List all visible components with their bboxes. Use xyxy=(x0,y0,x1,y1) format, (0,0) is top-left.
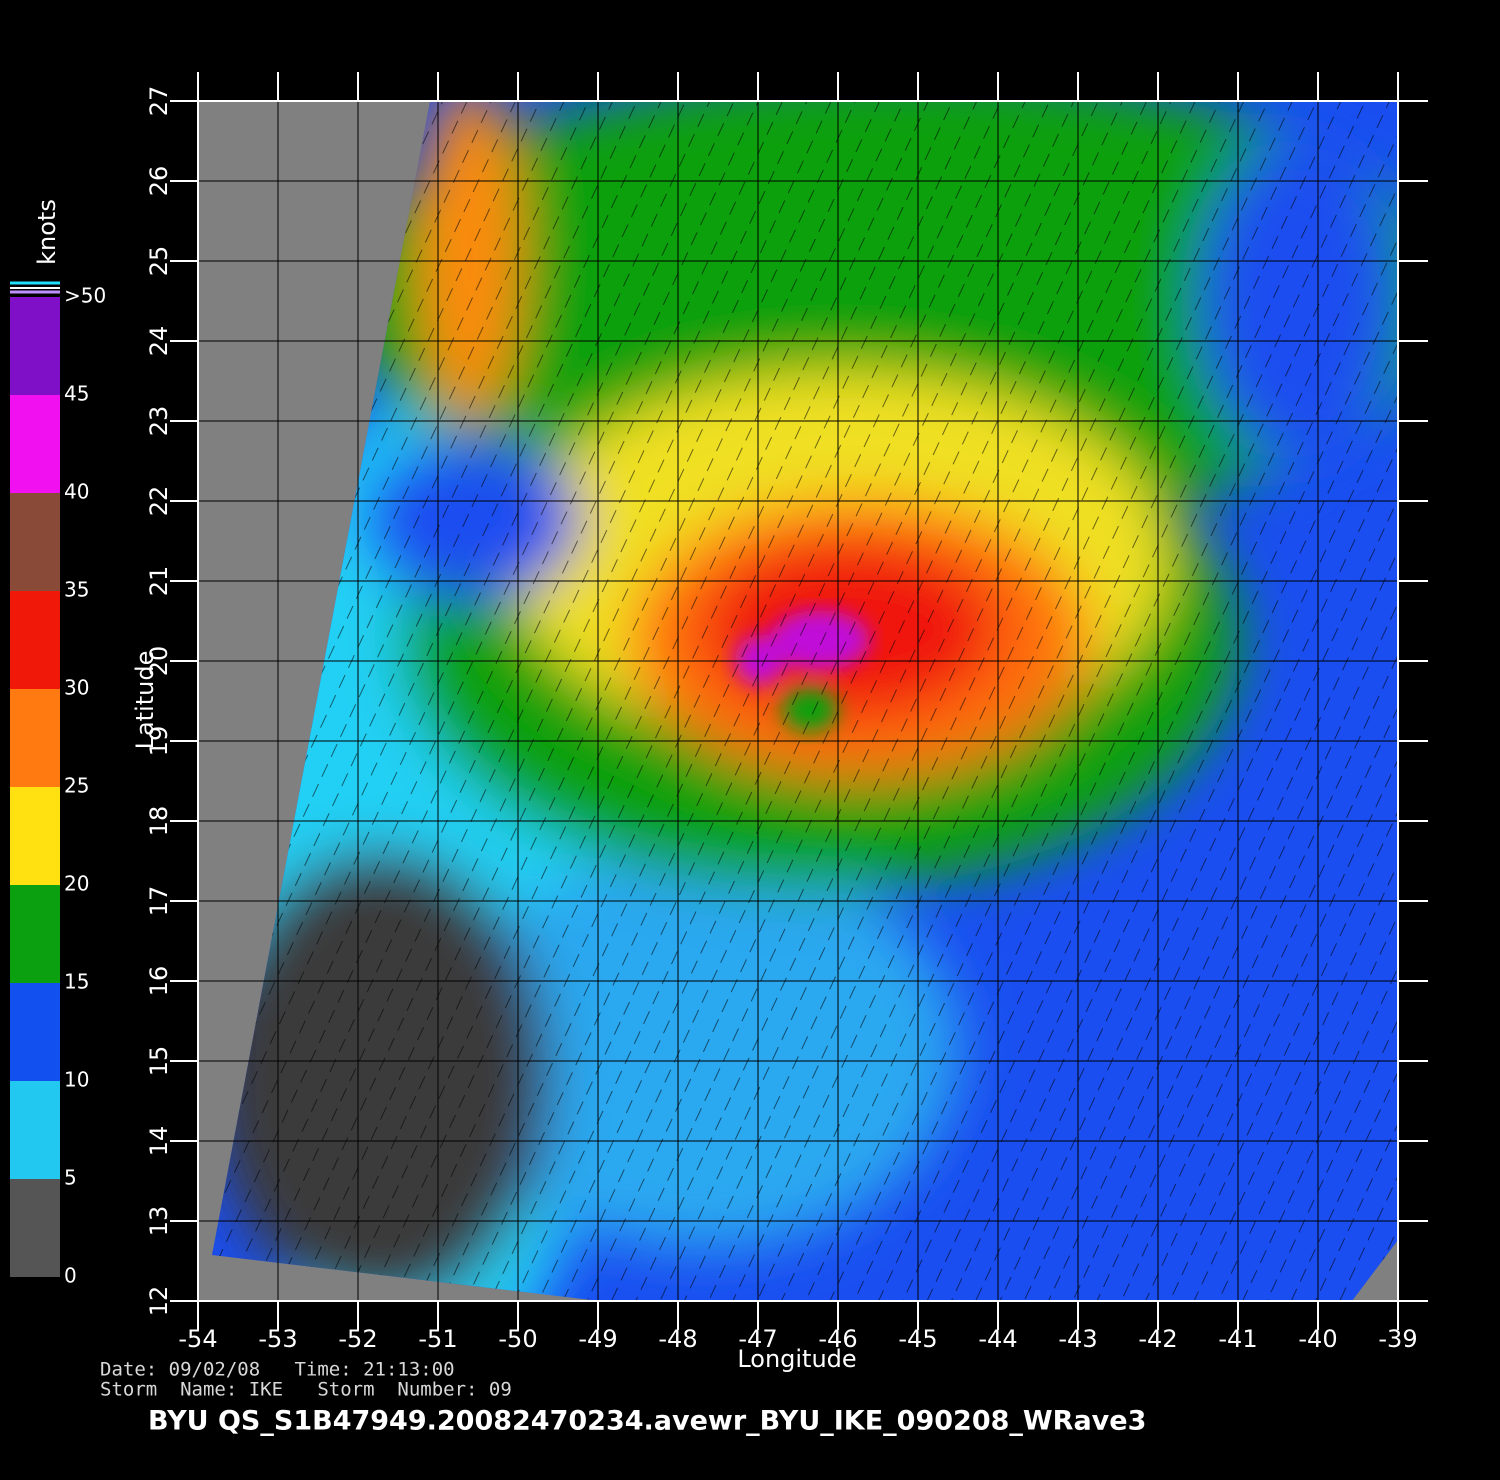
y-tick-label: 17 xyxy=(145,886,173,917)
x-axis-label: Longitude xyxy=(737,1345,856,1373)
colorbar-tick-label: 0 xyxy=(64,1264,77,1288)
y-tick-label: 20 xyxy=(145,646,173,677)
colorbar-band xyxy=(10,1081,60,1179)
footer-storm: Storm Name: IKE Storm Number: 09 xyxy=(100,1379,512,1401)
x-tick-label: -54 xyxy=(178,1325,217,1353)
x-tick-label: -45 xyxy=(898,1325,937,1353)
x-tick-label: -47 xyxy=(738,1325,777,1353)
y-tick-label: 12 xyxy=(145,1286,173,1317)
colorbar-title: knots xyxy=(33,199,61,265)
colorbar-tick-label: 5 xyxy=(64,1166,77,1190)
colorbar-tick-label: 45 xyxy=(64,382,89,406)
footer-date: Date: 09/02/08 Time: 21:13:00 xyxy=(100,1359,455,1381)
x-tick-label: -50 xyxy=(498,1325,537,1353)
y-tick-label: 21 xyxy=(145,566,173,597)
colorbar-band xyxy=(10,983,60,1081)
y-tick-label: 25 xyxy=(145,246,173,277)
colorbar-band xyxy=(10,787,60,885)
colorbar-tick-label: 25 xyxy=(64,774,89,798)
x-tick-label: -41 xyxy=(1218,1325,1257,1353)
colorbar-tick-label: 30 xyxy=(64,676,89,700)
colorbar-tick-label: 15 xyxy=(64,970,89,994)
y-tick-label: 22 xyxy=(145,486,173,517)
y-tick-label: 15 xyxy=(145,1046,173,1077)
footer-title: BYU QS_S1B47949.20082470234.avewr_BYU_IK… xyxy=(148,1406,1146,1437)
y-tick-label: 14 xyxy=(145,1126,173,1157)
wind-speed-field xyxy=(212,101,1398,1301)
y-tick-label: 26 xyxy=(145,166,173,197)
x-tick-label: -48 xyxy=(658,1325,697,1353)
plot-frame xyxy=(197,100,1399,1302)
x-tick-label: -52 xyxy=(338,1325,377,1353)
y-tick-label: 24 xyxy=(145,326,173,357)
y-tick-label: 23 xyxy=(145,406,173,437)
x-tick-label: -43 xyxy=(1058,1325,1097,1353)
y-tick-label: 13 xyxy=(145,1206,173,1237)
colorbar-band xyxy=(10,885,60,983)
colorbar-tick-label: 20 xyxy=(64,872,89,896)
colorbar-tick-label: 40 xyxy=(64,480,89,504)
colorbar-band xyxy=(10,1179,60,1277)
x-tick-label: -51 xyxy=(418,1325,457,1353)
y-axis-label: Latitude xyxy=(131,651,159,750)
y-tick-label: 19 xyxy=(145,726,173,757)
x-tick-label: -49 xyxy=(578,1325,617,1353)
colorbar-tick-label: 10 xyxy=(64,1068,89,1092)
x-tick-label: -42 xyxy=(1138,1325,1177,1353)
x-tick-label: -46 xyxy=(818,1325,857,1353)
y-tick-label: 27 xyxy=(145,86,173,117)
y-tick-label: 16 xyxy=(145,966,173,997)
colorbar-band xyxy=(10,297,60,395)
colorbar-band xyxy=(10,395,60,493)
x-tick-label: -40 xyxy=(1298,1325,1337,1353)
colorbar-band xyxy=(10,591,60,689)
x-tick-label: -39 xyxy=(1378,1325,1417,1353)
x-tick-label: -53 xyxy=(258,1325,297,1353)
colorbar-band xyxy=(10,689,60,787)
colorbar-tick-label: >50 xyxy=(64,284,106,308)
grid xyxy=(197,100,1399,1302)
x-tick-label: -44 xyxy=(978,1325,1017,1353)
colorbar-band xyxy=(10,493,60,591)
y-tick-label: 18 xyxy=(145,806,173,837)
colorbar-tick-label: 35 xyxy=(64,578,89,602)
